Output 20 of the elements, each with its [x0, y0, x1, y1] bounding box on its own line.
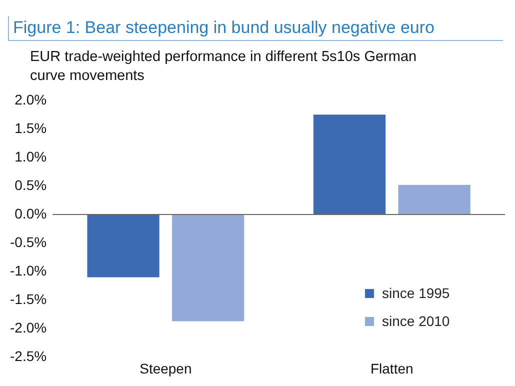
y-tick-label: -2.0%: [10, 320, 47, 336]
bar: [313, 114, 386, 215]
y-tick-label: 1.5%: [14, 120, 47, 136]
y-tick-label: 0.0%: [14, 205, 47, 222]
chart-title: Figure 1: Bear steepening in bund usually negative euro: [8, 16, 503, 41]
y-tick-label: -0.5%: [10, 234, 47, 250]
y-tick-label: 1.0%: [14, 148, 47, 164]
x-tick-label: Flatten: [370, 360, 414, 376]
y-tick-label: 0.5%: [14, 176, 47, 193]
y-tick-label: -1.5%: [10, 290, 47, 307]
bar: [87, 214, 160, 278]
y-tick-label: -1.0%: [10, 262, 47, 278]
bar: [172, 214, 244, 322]
legend-label: since 2010: [382, 313, 450, 330]
y-tick-label: -2.5%: [10, 348, 47, 364]
bar: [398, 184, 470, 215]
chart-subtitle: EUR trade-weighted performance in different 5s10s German curve movements: [30, 48, 418, 86]
legend-label: since 1995: [382, 285, 450, 302]
y-tick-label: 2.0%: [14, 91, 47, 108]
x-tick-label: Steepen: [140, 360, 192, 376]
